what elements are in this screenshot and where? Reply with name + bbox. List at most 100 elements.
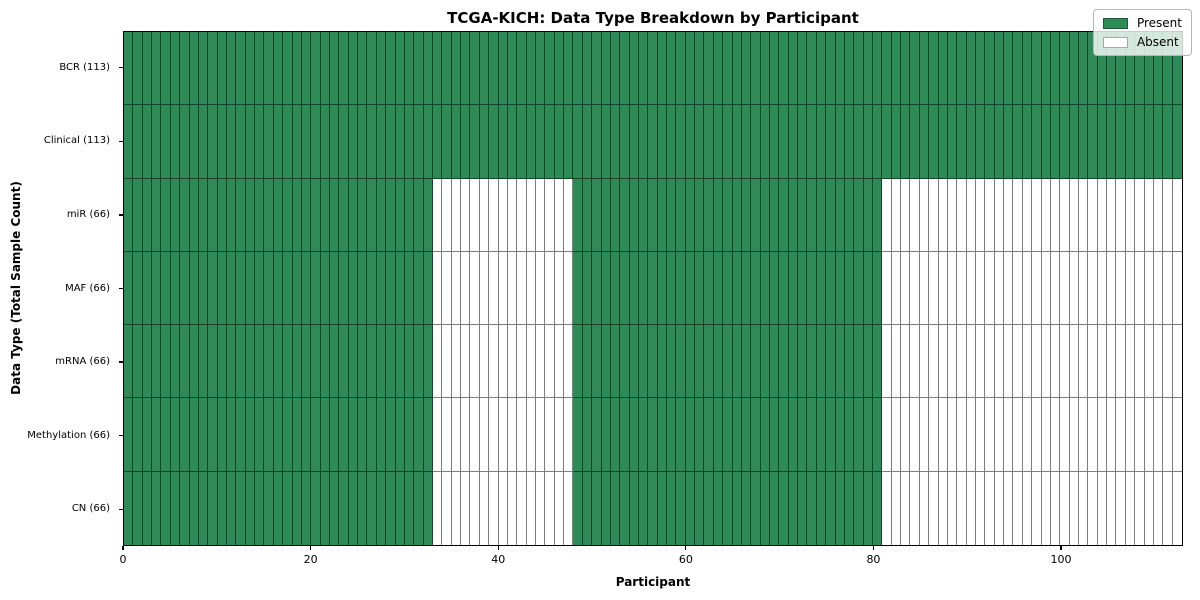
participant-cell [638,398,649,472]
participant-cell [133,251,143,326]
participant-cell [273,105,284,179]
participant-cell [891,32,902,106]
participant-cell [535,32,546,106]
participant-cell [414,178,424,252]
participant-cell [882,32,892,106]
participant-cell [461,251,471,326]
participant-cell [947,325,958,399]
participant-cell [423,178,433,252]
participant-cell [1050,398,1061,472]
participant-cell [1050,325,1061,399]
participant-cell [376,325,387,399]
participant-cell [1041,325,1051,399]
participant-cell [255,32,265,106]
participant-cell [638,251,649,326]
participant-cell [947,471,958,545]
participant-cell [741,32,752,106]
participant-cell [329,105,340,179]
participant-cell [919,471,930,545]
participant-cell [498,471,508,545]
participant-cell [395,178,405,252]
participant-cell [236,32,246,106]
participant-cell [395,105,405,179]
participant-cell [667,105,677,179]
participant-cell [620,32,630,106]
participant-cell [891,471,902,545]
participant-cell [311,325,321,399]
participant-cell [1153,178,1164,252]
participant-cell [1125,178,1136,252]
participant-cell [929,325,939,399]
participant-cell [582,32,593,106]
participant-cell [1069,325,1079,399]
participant-cell [685,325,696,399]
participant-cell [564,105,574,179]
participant-cell [938,251,948,326]
participant-cell [788,471,799,545]
participant-cell [161,32,171,106]
participant-cell [180,398,190,472]
participant-cell [329,398,340,472]
participant-cell [1041,178,1051,252]
participant-cell [947,32,958,106]
participant-cell [348,105,359,179]
participant-cell [348,251,359,326]
participant-cell [564,251,574,326]
participant-cell [358,325,368,399]
participant-cell [564,325,574,399]
participant-cell [1116,105,1126,179]
participant-cell [498,325,508,399]
participant-cell [929,32,939,106]
participant-cell [1004,325,1014,399]
participant-cell [770,471,780,545]
participant-cell [1060,251,1070,326]
participant-cell [479,471,490,545]
participant-cell [236,178,246,252]
participant-cell [1032,32,1042,106]
participant-cell [779,105,789,179]
participant-cell [1050,178,1061,252]
participant-cell [311,251,321,326]
participant-cell [1041,32,1051,106]
heatmap-row-mRNA [124,325,1182,399]
participant-cell [620,178,630,252]
chart-title: TCGA-KICH: Data Type Breakdown by Partic… [447,9,859,27]
participant-cell [826,178,836,252]
participant-cell [124,398,134,472]
participant-cell [966,251,977,326]
participant-cell [161,471,171,545]
participant-cell [217,105,227,179]
participant-cell [479,325,490,399]
participant-cell [760,471,771,545]
participant-cell [245,178,256,252]
participant-cell [189,105,199,179]
participant-cell [1022,251,1033,326]
participant-cell [161,178,171,252]
participant-cell [601,32,611,106]
participant-cell [685,471,696,545]
participant-cell [1004,32,1014,106]
participant-cell [732,251,742,326]
participant-cell [124,251,134,326]
participant-cell [695,178,705,252]
participant-cell [1088,398,1098,472]
participant-cell [610,325,621,399]
participant-cell [573,251,583,326]
y-tick-label-mRNA: mRNA (66) [55,356,110,368]
participant-cell [245,398,256,472]
participant-cell [760,105,771,179]
participant-cell [873,251,883,326]
participant-cell [910,398,920,472]
participant-cell [376,178,387,252]
participant-cell [432,32,443,106]
participant-cell [170,178,181,252]
participant-cell [507,471,518,545]
participant-cell [592,471,602,545]
participant-cell [601,325,611,399]
participant-cell [264,398,274,472]
participant-cell [976,398,986,472]
participant-cell [1107,471,1117,545]
participant-cell [779,398,789,472]
participant-cell [957,178,967,252]
participant-cell [573,178,583,252]
